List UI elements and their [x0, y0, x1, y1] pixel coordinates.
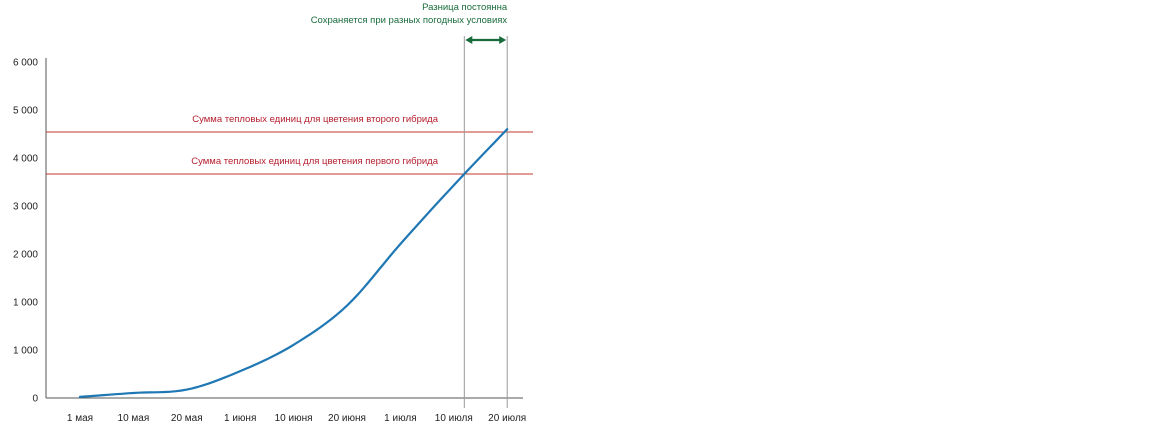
y-tick-label: 5 000 — [13, 106, 38, 117]
y-tick-label: 1 000 — [13, 346, 38, 357]
y-tick-label: 4 000 — [13, 154, 38, 165]
difference-double-arrow-icon — [465, 36, 507, 44]
x-axis-ticks: 1 мая 10 мая 20 мая 1 июня 10 июня 20 июня 1 и… — [67, 413, 526, 424]
x-tick-label: 10 мая — [118, 413, 150, 424]
threshold-label: Сумма тепловых единиц для цветения перво… — [191, 156, 438, 167]
x-tick-label: 1 июля — [384, 413, 416, 424]
x-tick-label: 1 мая — [67, 413, 93, 424]
y-tick-label: 1 000 — [13, 298, 38, 309]
y-tick-label: 6 000 — [13, 58, 38, 69]
y-tick-label: 0 — [32, 394, 38, 405]
threshold-lines: Сумма тепловых единиц для цветения второ… — [46, 114, 533, 175]
y-tick-label: 2 000 — [13, 250, 38, 261]
threshold-label: Сумма тепловых единиц для цветения второ… — [192, 114, 438, 125]
x-tick-label: 20 мая — [171, 413, 203, 424]
y-axis-ticks: 6 000 5 000 4 000 3 000 2 000 1 000 1 000 0 — [13, 58, 38, 405]
annotation-subtitle: Сохраняется при разных погодных условиях — [311, 15, 508, 26]
x-tick-label: 1 июня — [224, 413, 256, 424]
x-tick-label: 10 июля — [435, 413, 473, 424]
annotation-title: Разница постоянна — [422, 2, 508, 13]
x-tick-label: 20 июля — [488, 413, 526, 424]
y-tick-label: 3 000 — [13, 202, 38, 213]
x-tick-label: 20 июня — [328, 413, 366, 424]
x-tick-label: 10 июня — [275, 413, 313, 424]
heat-units-series-line — [78, 128, 509, 398]
